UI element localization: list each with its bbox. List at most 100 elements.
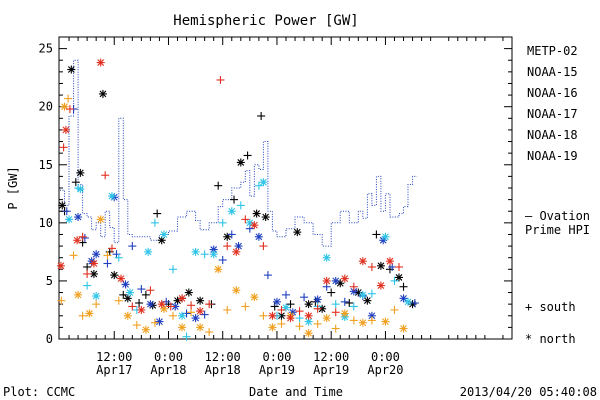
noaa-18-south-marker bbox=[187, 308, 196, 317]
noaa-16-north-marker bbox=[227, 207, 236, 216]
noaa-18-south-marker bbox=[169, 311, 177, 320]
legend-noaa-19: NOAA-19 bbox=[527, 149, 578, 163]
noaa-15-south-marker bbox=[263, 271, 272, 280]
noaa-18-north-marker bbox=[232, 286, 241, 295]
noaa-19-north-marker bbox=[137, 305, 146, 314]
noaa-18-south-marker bbox=[150, 318, 159, 327]
noaa-15-south-marker bbox=[128, 242, 137, 251]
noaa-19-south-marker bbox=[107, 244, 116, 253]
noaa-15-north-marker bbox=[171, 302, 180, 311]
noaa-18-south-marker bbox=[92, 300, 101, 309]
noaa-19-south-marker bbox=[331, 308, 340, 317]
noaa-18-south-marker bbox=[349, 316, 358, 325]
noaa-16-north-marker bbox=[144, 247, 153, 256]
metp-02-north-marker bbox=[277, 311, 286, 320]
noaa-19-south-marker bbox=[128, 302, 137, 311]
x-tick-label-time: 0:00 bbox=[371, 350, 400, 364]
legend-noaa-17: NOAA-17 bbox=[527, 107, 578, 121]
noaa-19-south-marker bbox=[349, 282, 358, 291]
noaa-19-south-marker bbox=[78, 232, 87, 241]
noaa-18-south-marker bbox=[313, 319, 322, 328]
noaa-19-north-marker bbox=[340, 274, 349, 283]
noaa-19-south-marker bbox=[216, 75, 225, 84]
noaa-16-north-marker bbox=[126, 288, 135, 297]
noaa-18-north-marker bbox=[96, 215, 105, 224]
noaa-19-south-marker bbox=[101, 171, 110, 180]
noaa-18-south-marker bbox=[390, 305, 399, 314]
noaa-19-north-marker bbox=[178, 294, 187, 303]
noaa-18-north-marker bbox=[196, 323, 205, 332]
noaa-19-north-marker bbox=[250, 221, 259, 230]
noaa-19-south-marker bbox=[187, 301, 196, 310]
noaa-18-south-marker bbox=[223, 305, 232, 314]
metp-02-north-marker bbox=[261, 213, 270, 222]
ovation-legend-line1: — Ovation bbox=[525, 209, 590, 223]
noaa-16-south-marker bbox=[295, 314, 304, 323]
metp-02-south-marker bbox=[71, 178, 80, 187]
noaa-18-south-marker bbox=[114, 296, 123, 305]
y-tick-labels: 0 5 10 15 20 25 bbox=[39, 42, 53, 346]
noaa-15-north-marker bbox=[155, 317, 164, 326]
noaa-18-north-marker bbox=[358, 318, 367, 327]
x-tick-label-time: 12:00 bbox=[96, 350, 132, 364]
x-tick-label-time: 12:00 bbox=[205, 350, 241, 364]
noaa-18-south-marker bbox=[367, 316, 376, 325]
noaa-18-north-marker bbox=[304, 329, 313, 338]
plot-credit: Plot: CCMC bbox=[3, 385, 75, 399]
x-tick-label-time: 12:00 bbox=[313, 350, 349, 364]
noaa-19-north-marker bbox=[73, 236, 82, 245]
noaa-18-north-marker bbox=[250, 293, 259, 302]
noaa-16-north-marker bbox=[107, 192, 116, 201]
noaa-16-north-marker bbox=[358, 290, 367, 299]
noaa-15-south-marker bbox=[200, 310, 209, 319]
noaa-19-north-marker bbox=[376, 281, 385, 290]
y-axis-label: P [GW] bbox=[6, 166, 20, 209]
y-tick-label: 5 bbox=[46, 274, 53, 288]
noaa-15-north-marker bbox=[92, 250, 101, 259]
noaa-15-south-marker bbox=[218, 256, 227, 265]
metp-02-north-marker bbox=[184, 288, 193, 297]
noaa-19-south-marker bbox=[146, 286, 155, 295]
noaa-18-south-marker bbox=[69, 251, 78, 260]
noaa-19-south-marker bbox=[395, 262, 403, 271]
noaa-15-north-marker bbox=[74, 213, 83, 222]
noaa-19-north-marker bbox=[268, 311, 277, 320]
x-tick-label-date: Apr18 bbox=[205, 363, 241, 377]
noaa-18-north-marker bbox=[214, 265, 223, 274]
metp-02-north-marker bbox=[110, 271, 119, 280]
noaa-18-north-marker bbox=[268, 323, 277, 332]
noaa-18-south-marker bbox=[103, 251, 112, 260]
north-marker-legend: * north bbox=[525, 332, 576, 346]
y-tick-label: 25 bbox=[39, 42, 53, 56]
noaa-18-north-marker bbox=[178, 323, 187, 332]
noaa-15-north-marker bbox=[399, 294, 408, 303]
noaa-19-north-marker bbox=[286, 314, 295, 323]
metp-02-south-marker bbox=[119, 290, 128, 299]
x-tick-label-date: Apr20 bbox=[367, 363, 403, 377]
noaa-15-north-marker bbox=[121, 280, 130, 289]
noaa-16-south-marker bbox=[83, 281, 92, 290]
noaa-19-north-marker bbox=[304, 311, 313, 320]
legend-noaa-16: NOAA-16 bbox=[527, 86, 578, 100]
metp-02-south-marker bbox=[286, 300, 295, 309]
noaa-16-south-marker bbox=[236, 201, 245, 210]
metp-02-south-marker bbox=[141, 290, 150, 299]
noaa-18-south-marker bbox=[277, 319, 286, 328]
x-axis-label: Date and Time bbox=[249, 385, 343, 399]
metp-02-north-marker bbox=[67, 65, 76, 74]
noaa-18-south-marker bbox=[205, 328, 214, 337]
noaa-19-north-marker bbox=[232, 247, 241, 256]
ovation-legend-line2: Prime HPI bbox=[525, 223, 590, 237]
metp-02-south-marker bbox=[230, 195, 239, 204]
noaa-19-south-marker bbox=[241, 215, 250, 224]
metp-02-north-marker bbox=[252, 209, 261, 218]
noaa-18-north-marker bbox=[399, 324, 408, 333]
noaa-19-north-marker bbox=[96, 58, 105, 67]
metp-02-south-marker bbox=[399, 282, 408, 291]
noaa-16-south-marker bbox=[114, 253, 123, 262]
y-tick-label: 20 bbox=[39, 100, 53, 114]
ovation-prime-hpi-line bbox=[60, 59, 418, 247]
noaa-15-south-marker bbox=[340, 297, 349, 306]
noaa-19-south-marker bbox=[59, 143, 68, 152]
noaa-16-south-marker bbox=[331, 300, 340, 309]
